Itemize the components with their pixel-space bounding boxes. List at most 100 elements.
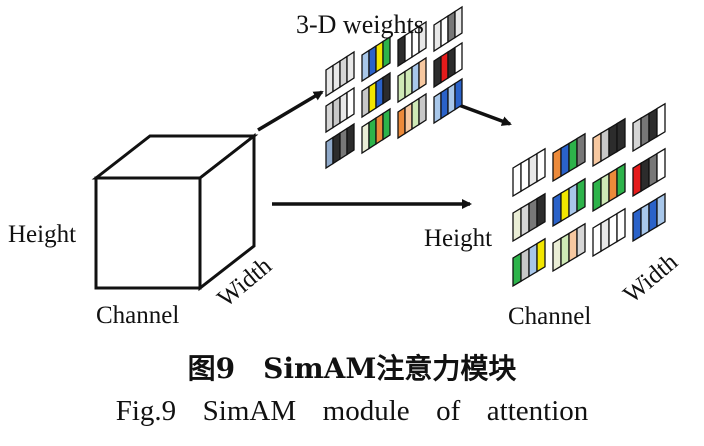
weight-strip (397, 92, 427, 140)
output-cell (536, 192, 546, 228)
output-strip (592, 207, 626, 258)
output-cell (616, 162, 626, 198)
weight-cell (447, 82, 456, 116)
weight-cell (325, 100, 334, 134)
output-cell (536, 147, 546, 183)
weight-cell (361, 85, 370, 119)
weight-cell (404, 65, 413, 99)
output-width-label: Width (619, 248, 684, 309)
output-cell (568, 137, 578, 173)
output-cell (656, 147, 666, 183)
output-cell (512, 162, 522, 198)
simam-diagram: 3-D weights Height Channel Width Height … (8, 5, 684, 330)
output-strip (632, 147, 666, 198)
weight-cell (325, 136, 334, 170)
weight-strip (433, 77, 463, 125)
weight-cell (375, 76, 384, 110)
output-cell (608, 122, 618, 158)
output-cell (568, 182, 578, 218)
weight-strip (325, 50, 355, 98)
weight-cell (368, 80, 377, 114)
weight-cell (397, 106, 406, 140)
weight-strip (361, 35, 391, 83)
weight-strip (433, 5, 463, 53)
weight-strip (433, 41, 463, 89)
weight-cell (418, 20, 427, 54)
weight-cell (346, 86, 355, 120)
output-cell (552, 237, 562, 273)
output-cell (648, 152, 658, 188)
output-cell (648, 197, 658, 233)
output-cell (648, 107, 658, 143)
output-cell (536, 237, 546, 273)
output-strip (632, 102, 666, 153)
output-height-label: Height (424, 225, 492, 252)
weights-tensor (325, 5, 463, 170)
weight-cell (397, 70, 406, 104)
weight-cell (440, 14, 449, 48)
output-cell (528, 197, 538, 233)
output-cell (560, 187, 570, 223)
output-cell (592, 222, 602, 258)
output-strip (592, 117, 626, 168)
output-cell (512, 207, 522, 243)
weight-cell (433, 19, 442, 53)
output-feature-tensor (512, 102, 666, 288)
weight-strip (397, 56, 427, 104)
weight-cell (447, 46, 456, 80)
output-cell (552, 147, 562, 183)
weight-cell (332, 95, 341, 129)
weight-cell (447, 10, 456, 44)
output-strip (512, 237, 546, 288)
output-cell (512, 252, 522, 288)
weight-cell (397, 34, 406, 68)
weight-cell (418, 56, 427, 90)
output-strip (632, 192, 666, 243)
weight-cell (382, 35, 391, 69)
weight-cell (454, 5, 463, 39)
weight-strip (361, 107, 391, 155)
output-cell (608, 167, 618, 203)
output-channel-label: Channel (508, 303, 591, 330)
weight-cell (411, 97, 420, 131)
weight-strip (325, 122, 355, 170)
output-cell (560, 142, 570, 178)
weight-cell (346, 50, 355, 84)
output-cell (560, 232, 570, 268)
output-strip (552, 132, 586, 183)
output-cell (520, 202, 530, 238)
output-cell (576, 132, 586, 168)
weight-strip (361, 71, 391, 119)
output-cell (640, 112, 650, 148)
output-cell (600, 172, 610, 208)
output-cell (528, 242, 538, 278)
output-strip (512, 147, 546, 198)
weight-strip (325, 86, 355, 134)
weight-cell (382, 107, 391, 141)
output-cell (608, 212, 618, 248)
output-cell (592, 177, 602, 213)
weight-cell (440, 50, 449, 84)
weight-cell (339, 127, 348, 161)
weight-cell (418, 92, 427, 126)
weight-cell (375, 40, 384, 74)
output-strip (552, 222, 586, 273)
weight-cell (404, 101, 413, 135)
weight-cell (454, 41, 463, 75)
output-cell (640, 157, 650, 193)
output-cell (576, 222, 586, 258)
weight-cell (332, 131, 341, 165)
weight-strip (397, 20, 427, 68)
weight-cell (332, 59, 341, 93)
output-strip (512, 192, 546, 243)
weight-cell (361, 121, 370, 155)
output-cell (600, 217, 610, 253)
weight-cell (433, 91, 442, 125)
output-strip (552, 177, 586, 228)
input-channel-label: Channel (96, 302, 179, 329)
input-height-label: Height (8, 221, 76, 248)
weight-cell (368, 44, 377, 78)
weight-cell (411, 61, 420, 95)
output-cell (640, 202, 650, 238)
